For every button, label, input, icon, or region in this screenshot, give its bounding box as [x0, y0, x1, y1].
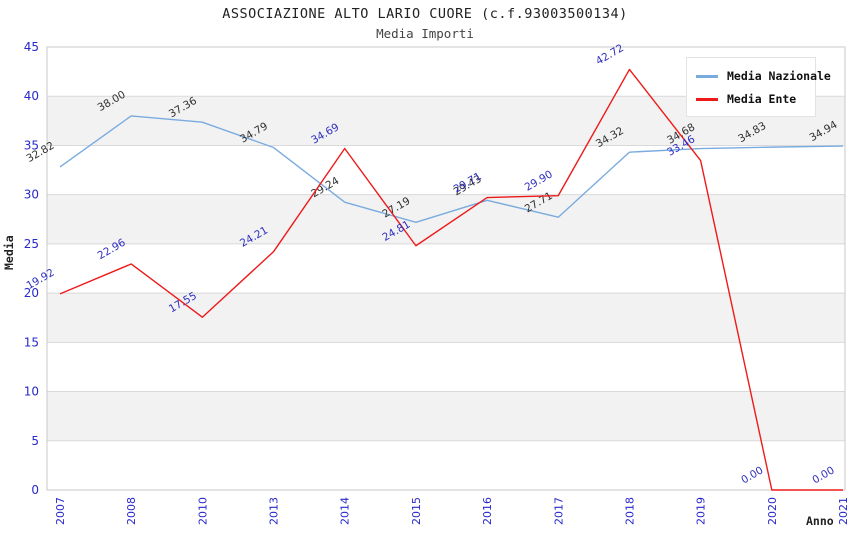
x-tick-label: 2015 [410, 497, 423, 525]
data-label: 19.92 [24, 267, 56, 292]
media-ente-line [59, 68, 843, 491]
x-axis-title: Anno [806, 514, 834, 528]
y-tick-label: 20 [24, 286, 39, 300]
y-tick-label: 45 [24, 40, 39, 54]
y-tick-label: 15 [24, 335, 39, 349]
media-nazionale-line [59, 115, 844, 224]
plot-band [47, 194, 845, 244]
chart-title: ASSOCIAZIONE ALTO LARIO CUORE (c.f.93003… [222, 6, 628, 22]
x-tick-label: 2019 [695, 497, 708, 525]
y-tick-label: 0 [31, 483, 39, 497]
data-label: 0.00 [739, 464, 765, 486]
data-label: 29.90 [523, 168, 555, 193]
data-label: 42.72 [594, 42, 626, 67]
x-tick-label: 2013 [268, 497, 281, 525]
legend-label: Media Ente [727, 92, 797, 106]
x-tick-label: 2007 [54, 497, 67, 525]
plot-band [47, 293, 845, 343]
legend-item-media-nazionale: Media Nazionale [696, 69, 831, 83]
nazionale-line-swatch-icon [696, 74, 718, 78]
y-tick-label: 30 [24, 188, 39, 202]
legend-item-media-ente: Media Ente [696, 92, 806, 106]
y-tick-label: 10 [24, 385, 39, 399]
x-tick-label: 2010 [196, 497, 209, 525]
x-tick-label: 2017 [552, 497, 565, 525]
y-tick-label: 40 [24, 89, 39, 103]
plot-border [46, 46, 846, 491]
ente-line-swatch-icon [696, 97, 718, 101]
legend: Media Nazionale Media Ente [686, 57, 831, 117]
x-tick-label: 2016 [481, 497, 494, 525]
legend-label: Media Nazionale [727, 69, 831, 83]
x-tick-label: 2018 [623, 497, 636, 525]
y-axis-title: Media [2, 235, 16, 270]
y-tick-label: 35 [24, 138, 39, 152]
chart-subtitle: Media Importi [376, 26, 474, 41]
x-tick-label: 2014 [339, 497, 352, 525]
plot-band [47, 391, 845, 441]
data-label: 0.00 [810, 464, 836, 486]
x-tick-label: 2020 [766, 497, 779, 525]
x-tick-label: 2021 [837, 497, 850, 525]
y-tick-label: 25 [24, 237, 39, 251]
y-tick-label: 5 [31, 434, 39, 448]
x-tick-label: 2008 [125, 497, 138, 525]
